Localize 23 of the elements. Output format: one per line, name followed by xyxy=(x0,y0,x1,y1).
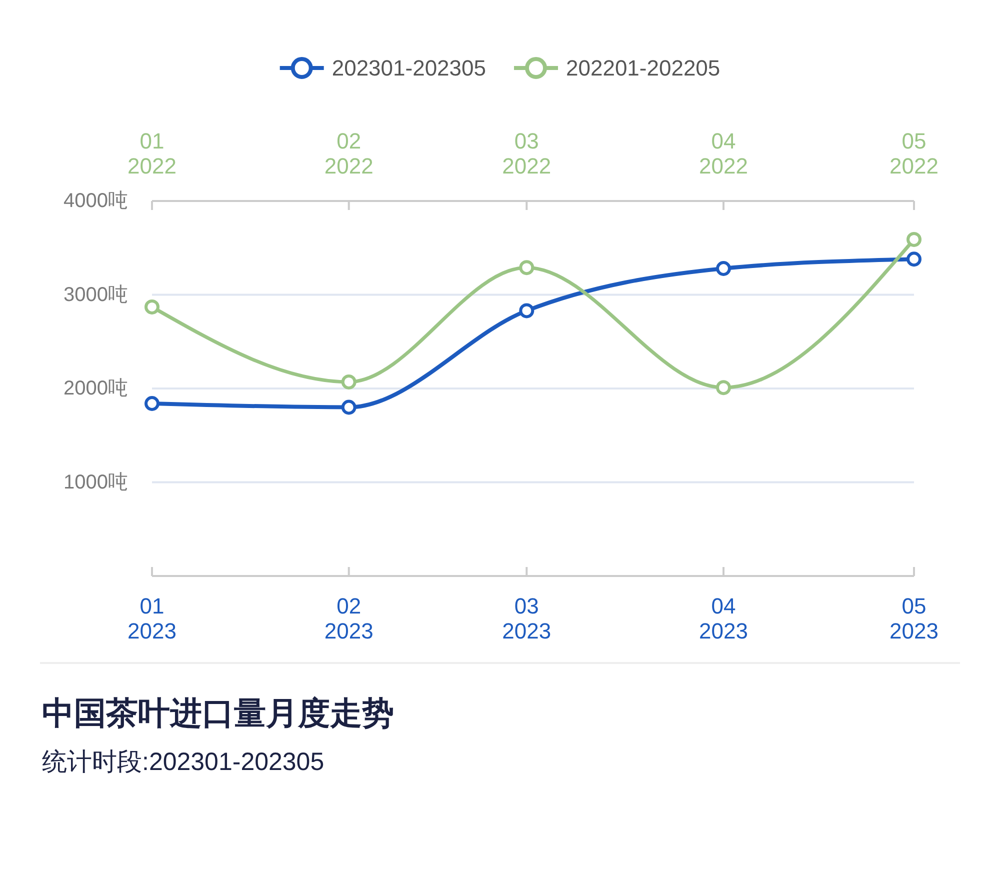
x2-tick-label: 02 2022 xyxy=(324,128,374,178)
legend-label: 202201-202205 xyxy=(566,56,720,80)
legend-label: 202301-202305 xyxy=(332,56,486,80)
point xyxy=(519,303,534,318)
x-tick-label: 02 2023 xyxy=(324,594,374,644)
x2-tick-label: 05 2022 xyxy=(890,128,938,178)
y-tick-label: 1000吨 xyxy=(64,471,128,494)
text: 中国茶叶进口量月度走势 xyxy=(42,695,394,731)
point xyxy=(144,396,160,411)
y-tick-label: 4000吨 xyxy=(64,190,128,212)
x2-tick-label: 01 2022 xyxy=(128,128,176,178)
y-tick-label: 2000吨 xyxy=(64,378,128,400)
point xyxy=(906,252,922,267)
text: 统计时段:202301-202305 xyxy=(42,748,324,776)
x2-tick-label: 04 2022 xyxy=(699,128,748,178)
y-tick-label: 3000吨 xyxy=(64,284,128,306)
x-tick-label: 05 2023 xyxy=(890,594,938,644)
point xyxy=(716,261,731,276)
x-tick-label: 01 2023 xyxy=(128,594,176,644)
x-tick-label: 04 2023 xyxy=(699,594,748,644)
x-tick-label: 03 2023 xyxy=(502,594,552,644)
point xyxy=(341,400,356,415)
x2-tick-label: 03 2022 xyxy=(502,128,552,178)
